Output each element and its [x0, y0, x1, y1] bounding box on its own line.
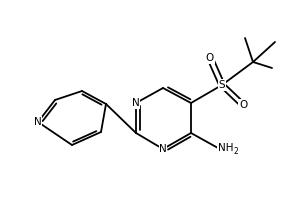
- Text: N: N: [132, 98, 140, 108]
- Text: O: O: [239, 100, 247, 110]
- Text: S: S: [219, 80, 225, 90]
- Text: NH: NH: [218, 143, 233, 153]
- Text: O: O: [206, 53, 214, 63]
- Text: N: N: [34, 117, 42, 127]
- Text: 2: 2: [234, 147, 238, 156]
- Text: N: N: [159, 144, 167, 154]
